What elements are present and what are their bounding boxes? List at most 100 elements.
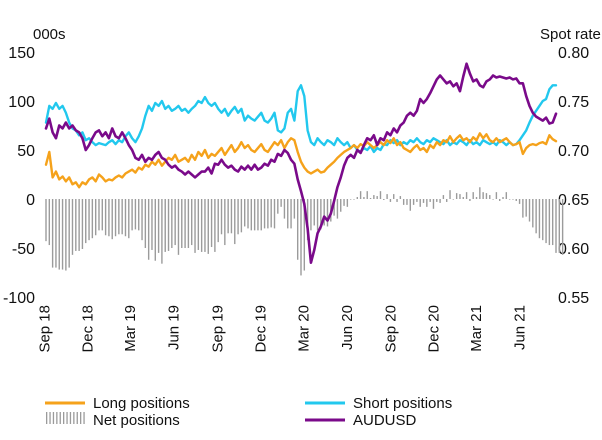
- legend-item-short: Short positions: [305, 395, 452, 412]
- net-position-bar: [363, 197, 365, 199]
- net-position-bar: [555, 199, 557, 253]
- net-position-bar: [518, 199, 521, 204]
- net-position-bar: [551, 199, 554, 246]
- net-position-bar: [161, 199, 163, 264]
- left-axis: 150 100 50 0 -50 -100: [3, 45, 35, 307]
- net-position-bar: [237, 199, 239, 235]
- net-position-bar: [459, 194, 461, 199]
- net-position-bar: [104, 199, 107, 236]
- net-position-bar: [402, 199, 405, 205]
- net-position-bar: [346, 199, 349, 207]
- right-tick: 0.75: [558, 94, 589, 111]
- right-axis: 0.80 0.75 0.70 0.65 0.60 0.55: [558, 45, 589, 307]
- net-position-bar: [528, 199, 531, 222]
- net-position-bar: [326, 199, 329, 227]
- legend-item-audusd: AUDUSD: [305, 412, 417, 429]
- net-position-bar: [369, 198, 372, 199]
- legend-net-bar: [76, 412, 78, 424]
- net-position-bar: [479, 187, 481, 199]
- net-position-bar: [426, 199, 428, 207]
- right-axis-unit: Spot rate: [540, 26, 601, 43]
- net-position-bar: [55, 199, 57, 268]
- net-position-bar: [383, 199, 385, 200]
- x-tick-label: Dec 20: [426, 305, 443, 353]
- x-tick-label: Jun 20: [339, 305, 356, 350]
- net-position-bar: [366, 191, 368, 199]
- net-position-bar: [492, 199, 494, 200]
- net-position-bar: [323, 199, 325, 226]
- net-position-bar: [45, 199, 47, 242]
- net-position-bar: [482, 192, 484, 199]
- left-tick: -50: [12, 241, 35, 258]
- net-position-bar: [336, 199, 339, 219]
- legend-label-net: Net positions: [93, 412, 180, 429]
- net-position-bar: [489, 195, 491, 199]
- legend-label-audusd: AUDUSD: [353, 412, 417, 429]
- legend-label-long: Long positions: [93, 395, 190, 412]
- net-position-bar: [128, 199, 130, 239]
- net-position-bar: [78, 199, 80, 251]
- net-position-bar: [340, 199, 342, 212]
- net-position-bar: [58, 199, 60, 270]
- net-position-bar: [343, 199, 345, 206]
- legend-net-bar: [52, 412, 55, 424]
- net-position-bar: [177, 199, 180, 255]
- net-position-bar: [429, 199, 431, 202]
- x-tick-label: Jun 19: [166, 305, 183, 350]
- legend-item-long: Long positions: [45, 395, 190, 412]
- net-position-bar: [283, 199, 286, 219]
- net-position-bar: [280, 199, 282, 207]
- net-position-bar: [61, 199, 64, 270]
- net-position-bar: [316, 199, 319, 231]
- net-position-bar: [502, 197, 504, 199]
- net-position-bar: [131, 199, 133, 231]
- legend-net-bar: [69, 412, 72, 424]
- net-position-bar: [273, 199, 276, 229]
- x-tick-label: Mar 21: [468, 305, 485, 352]
- net-position-bar: [151, 199, 153, 250]
- x-tick-label: Jun 21: [512, 305, 529, 350]
- x-tick-label: Sep 18: [37, 305, 54, 353]
- net-position-bar: [141, 199, 143, 241]
- net-position-bar: [386, 194, 388, 199]
- net-position-bar: [376, 196, 378, 199]
- net-position-bar: [522, 199, 524, 218]
- net-position-bar: [134, 199, 137, 230]
- legend-net-bar: [73, 412, 75, 424]
- net-position-bar: [446, 199, 448, 202]
- net-position-bar: [310, 199, 312, 231]
- net-position-bar: [389, 199, 392, 202]
- net-position-bar: [353, 199, 355, 200]
- net-position-bar: [455, 193, 458, 199]
- net-position-bar: [217, 199, 219, 243]
- net-position-bar: [138, 199, 140, 231]
- x-tick-label: Mar 20: [295, 305, 312, 352]
- net-position-bar: [515, 199, 517, 201]
- legend-net-bar: [49, 412, 51, 424]
- net-position-bar: [300, 199, 302, 276]
- legend: Long positions Net positions Short posit…: [45, 395, 452, 429]
- right-tick: 0.60: [558, 241, 589, 258]
- x-tick-label: Sep 20: [382, 305, 399, 353]
- legend-item-net: Net positions: [46, 412, 180, 429]
- net-position-bar: [409, 199, 411, 211]
- net-position-bar: [495, 192, 498, 199]
- net-position-bar: [157, 199, 160, 253]
- net-position-bar: [227, 199, 229, 234]
- net-positions-series: [45, 187, 564, 276]
- net-position-bar: [121, 199, 123, 235]
- net-position-bar: [263, 199, 266, 229]
- left-tick: 0: [26, 192, 35, 209]
- net-position-bar: [247, 199, 249, 229]
- net-position-bar: [475, 197, 478, 199]
- net-position-bar: [144, 199, 147, 248]
- net-position-bar: [545, 199, 547, 244]
- net-position-bar: [558, 199, 561, 253]
- net-position-bar: [260, 199, 262, 231]
- left-tick: 50: [17, 143, 35, 160]
- net-position-bar: [51, 199, 54, 268]
- net-position-bar: [154, 199, 156, 261]
- net-position-bar: [220, 199, 223, 235]
- net-position-bar: [267, 199, 269, 229]
- net-position-bar: [118, 199, 120, 235]
